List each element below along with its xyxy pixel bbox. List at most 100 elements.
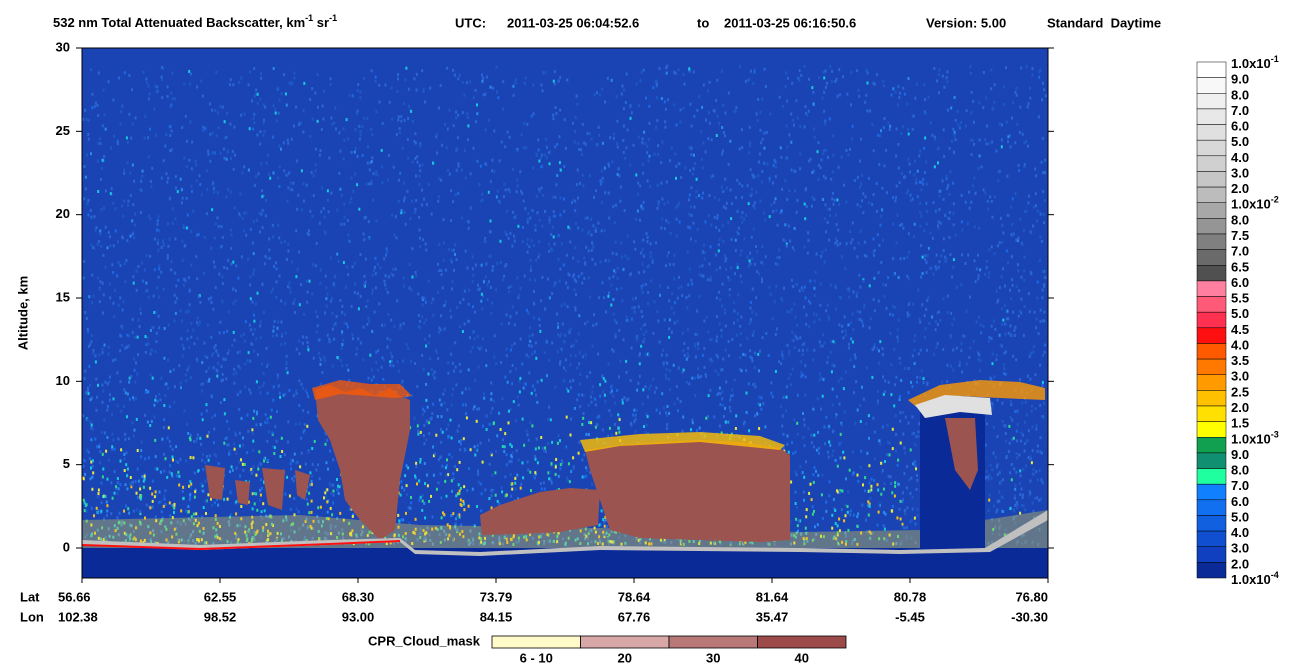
speckle xyxy=(101,400,104,404)
speckle xyxy=(210,301,213,304)
speckle xyxy=(484,414,487,418)
speckle xyxy=(399,171,402,175)
speckle xyxy=(507,236,510,240)
speckle xyxy=(259,514,262,518)
speckle xyxy=(91,301,94,305)
speckle xyxy=(202,531,205,535)
speckle xyxy=(678,275,680,279)
speckle xyxy=(953,317,956,321)
speckle xyxy=(123,509,125,513)
speckle xyxy=(544,307,547,311)
speckle xyxy=(190,263,193,267)
speckle xyxy=(1041,481,1044,485)
speckle xyxy=(364,280,367,284)
speckle xyxy=(217,224,220,228)
speckle xyxy=(84,369,87,373)
speckle xyxy=(1044,171,1046,175)
speckle xyxy=(736,312,739,316)
speckle xyxy=(898,356,901,360)
speckle xyxy=(226,443,229,447)
speckle xyxy=(844,267,847,270)
speckle xyxy=(540,487,543,491)
speckle xyxy=(865,518,867,522)
speckle xyxy=(806,113,809,117)
speckle xyxy=(466,539,469,543)
speckle xyxy=(793,533,796,537)
speckle xyxy=(551,195,554,199)
speckle xyxy=(615,287,618,291)
speckle xyxy=(458,489,461,493)
speckle xyxy=(813,135,816,139)
speckle xyxy=(891,427,894,431)
speckle xyxy=(247,257,250,261)
speckle xyxy=(528,344,531,348)
speckle xyxy=(405,484,408,488)
speckle xyxy=(554,472,557,476)
speckle xyxy=(516,184,519,188)
speckle xyxy=(361,530,364,534)
speckle xyxy=(150,185,153,188)
speckle xyxy=(304,389,307,393)
speckle xyxy=(336,252,339,256)
speckle xyxy=(604,310,607,314)
speckle xyxy=(1032,224,1034,228)
speckle xyxy=(475,120,478,124)
speckle xyxy=(552,235,555,239)
speckle xyxy=(593,313,596,317)
speckle xyxy=(763,131,766,135)
speckle xyxy=(893,404,896,408)
speckle xyxy=(722,131,725,134)
speckle xyxy=(213,190,216,194)
speckle xyxy=(101,452,104,456)
speckle xyxy=(992,426,995,429)
speckle xyxy=(451,489,453,493)
speckle xyxy=(583,475,586,479)
speckle xyxy=(1025,65,1028,68)
speckle xyxy=(87,344,90,348)
speckle xyxy=(586,468,589,472)
speckle xyxy=(923,314,926,318)
speckle xyxy=(937,310,940,314)
speckle xyxy=(490,453,493,457)
speckle xyxy=(1015,470,1018,474)
speckle xyxy=(920,188,923,192)
speckle xyxy=(347,273,350,277)
speckle xyxy=(383,279,386,283)
speckle xyxy=(616,266,619,270)
speckle xyxy=(233,125,236,129)
speckle xyxy=(463,508,466,512)
speckle xyxy=(439,472,442,476)
speckle xyxy=(402,518,405,522)
speckle xyxy=(880,260,883,264)
speckle xyxy=(698,265,701,269)
speckle xyxy=(278,391,281,395)
speckle xyxy=(550,462,553,466)
speckle xyxy=(772,181,774,185)
speckle xyxy=(190,184,193,188)
speckle xyxy=(856,408,859,412)
speckle xyxy=(1029,96,1032,100)
speckle xyxy=(466,115,469,119)
speckle xyxy=(410,359,413,363)
speckle xyxy=(933,67,936,71)
speckle xyxy=(490,506,493,510)
speckle xyxy=(380,365,383,369)
speckle xyxy=(818,317,821,321)
speckle xyxy=(897,535,899,538)
speckle xyxy=(939,221,942,225)
speckle xyxy=(202,453,204,457)
speckle xyxy=(902,411,905,414)
speckle xyxy=(873,249,876,252)
speckle xyxy=(424,536,427,540)
speckle xyxy=(239,214,242,218)
speckle xyxy=(572,343,575,347)
speckle xyxy=(799,336,802,340)
speckle xyxy=(200,482,203,486)
speckle xyxy=(186,329,189,333)
speckle xyxy=(994,525,997,529)
speckle xyxy=(653,390,656,394)
speckle xyxy=(703,319,706,323)
speckle xyxy=(916,514,919,518)
speckle xyxy=(363,216,366,220)
